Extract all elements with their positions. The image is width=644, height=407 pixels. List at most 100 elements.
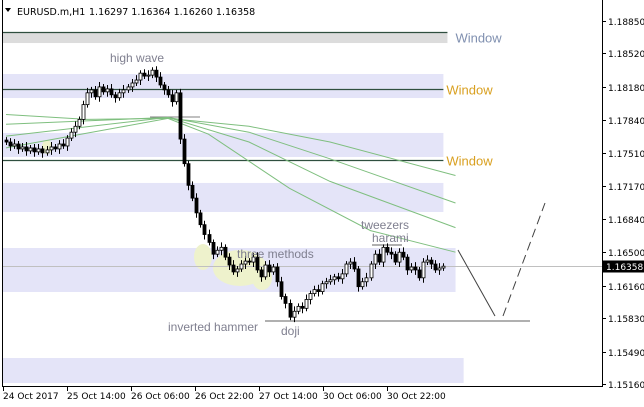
candle-body [105,88,110,93]
candle-body [211,241,216,255]
svg-text:1.16500: 1.16500 [608,249,644,259]
candle-body [332,276,337,281]
price-tick: 1.17510 [603,150,644,160]
candle-body [275,266,280,283]
candle-body [352,261,357,270]
candle-body [219,246,224,251]
candle-body [207,234,212,243]
candle-body [385,246,390,253]
candle-body [227,256,232,266]
candle-body [231,264,236,273]
candle [283,293,288,309]
svg-text:1.17840: 1.17840 [608,117,644,127]
candle [243,256,248,269]
candle-body [239,263,244,270]
candle-body [198,212,203,226]
annotation-doji: doji [281,324,300,338]
candle-body [158,76,163,86]
candle-body [57,143,62,150]
candle-body [340,273,345,280]
annotation-three-methods: three methods [237,247,314,261]
candle [332,273,337,285]
candle-body [401,251,406,258]
svg-text:1.15830: 1.15830 [608,315,644,325]
candle [340,268,345,284]
candle [170,89,175,107]
candle [134,75,139,86]
candle-body [215,249,220,255]
candle [178,88,183,144]
candle [174,89,179,105]
svg-text:1.16160: 1.16160 [608,283,644,293]
candle-body [142,72,147,77]
candle [308,290,313,305]
candle-body [109,88,114,96]
candle [49,142,54,155]
zone-rect [3,358,464,384]
candle [393,251,398,266]
candle [296,303,301,315]
triangle-down-icon[interactable] [5,8,11,12]
candle [57,140,62,154]
time-axis[interactable]: 24 Oct 2017 25 Oct 14:00 26 Oct 06:00 26… [3,387,446,402]
candle [421,258,426,283]
candle-body [61,143,66,147]
candle [105,84,110,97]
candle-body [162,84,167,91]
candle-body [433,263,438,271]
svg-text:1.16840: 1.16840 [608,216,644,226]
candle-body [8,141,13,147]
candle-body [413,266,418,271]
price-tick: 1.18850 [603,18,644,28]
candle-body [117,92,122,99]
candle-body [49,146,54,151]
candle [279,276,284,300]
candle [385,243,390,256]
candle-body [288,303,293,318]
candle-body [93,89,98,98]
candle [36,144,41,155]
current-price-label: 1.16358 [603,260,644,273]
candle [69,128,74,142]
candle-body [12,143,17,147]
candle-body [356,268,361,288]
candle-body [296,305,301,312]
candle-body [304,299,309,309]
candle [271,264,276,275]
candle [4,137,9,145]
candle [16,141,21,154]
candle-body [166,89,171,96]
candle [328,274,333,285]
candle [150,67,155,79]
svg-text:1.15490: 1.15490 [608,349,644,359]
candle [101,83,106,95]
candle-body [292,310,297,318]
candle-body [223,246,228,258]
candle [437,263,442,275]
candle-body [101,86,106,93]
price-axis[interactable]: 1.18850 1.18520 1.18180 1.17840 1.17510 1.171… [603,18,644,391]
candle-body [45,149,50,154]
svg-text:1.16358: 1.16358 [606,263,643,273]
candle [397,248,402,267]
candle-body [409,266,414,271]
time-tick: 30 Oct 22:00 [387,387,446,402]
candle [194,193,199,218]
moving-average-line [5,116,456,229]
candle [316,284,321,297]
candle [85,87,90,108]
candle-body [121,89,126,94]
candle-body [81,104,86,120]
candle [20,143,25,152]
candle-body [308,293,313,300]
candle [409,263,414,273]
candle [401,247,406,261]
candle-body [360,281,365,288]
svg-text:30 Oct 06:00: 30 Oct 06:00 [323,392,382,402]
candle [352,257,357,272]
candle [231,260,236,275]
svg-text:1.18850: 1.18850 [608,18,644,28]
candle-body [77,119,82,127]
candle [389,247,394,260]
